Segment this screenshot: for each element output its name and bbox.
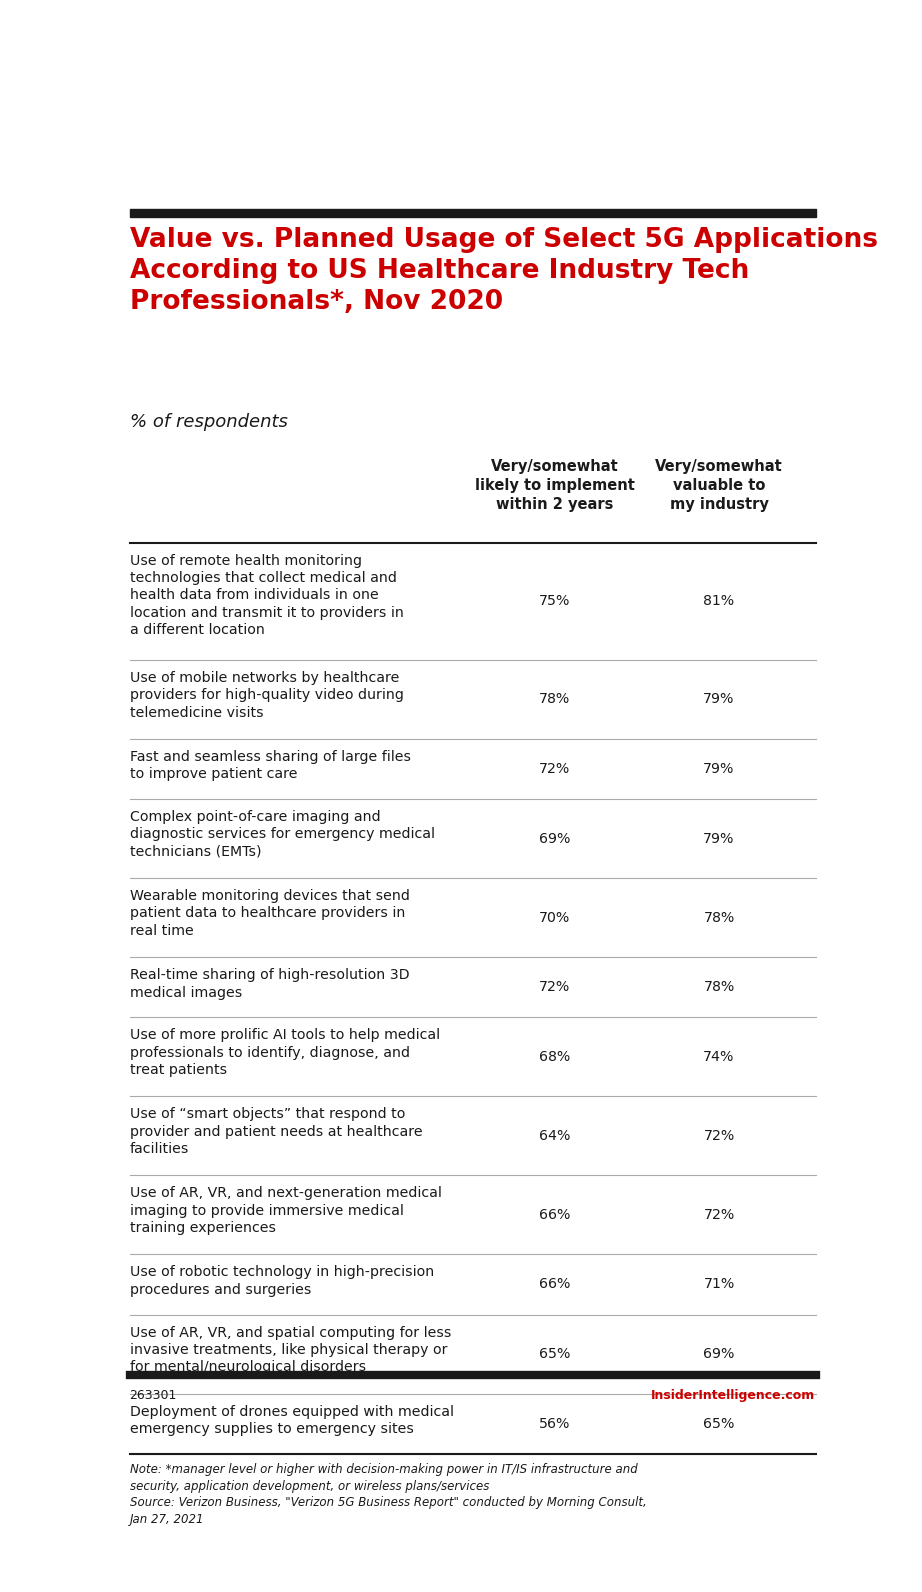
Text: 78%: 78% (703, 911, 735, 925)
Text: Use of AR, VR, and spatial computing for less
invasive treatments, like physical: Use of AR, VR, and spatial computing for… (129, 1326, 451, 1374)
Text: Note: *manager level or higher with decision-making power in IT/IS infrastructur: Note: *manager level or higher with deci… (129, 1463, 646, 1527)
Text: Use of remote health monitoring
technologies that collect medical and
health dat: Use of remote health monitoring technolo… (129, 554, 404, 637)
Text: 69%: 69% (703, 1347, 735, 1361)
Text: 263301: 263301 (129, 1388, 177, 1401)
Text: 72%: 72% (539, 763, 571, 775)
Text: 65%: 65% (539, 1347, 571, 1361)
Text: Value vs. Planned Usage of Select 5G Applications
According to US Healthcare Ind: Value vs. Planned Usage of Select 5G App… (129, 226, 878, 315)
Text: 72%: 72% (539, 981, 571, 995)
Text: 65%: 65% (703, 1417, 735, 1431)
Text: 72%: 72% (703, 1208, 735, 1223)
Text: 75%: 75% (539, 594, 571, 608)
Text: 69%: 69% (539, 831, 571, 845)
Text: Very/somewhat
valuable to
my industry: Very/somewhat valuable to my industry (656, 460, 783, 511)
Text: 70%: 70% (539, 911, 571, 925)
Text: Real-time sharing of high-resolution 3D
medical images: Real-time sharing of high-resolution 3D … (129, 968, 409, 1000)
Text: Use of more prolific AI tools to help medical
professionals to identify, diagnos: Use of more prolific AI tools to help me… (129, 1028, 440, 1076)
Text: 66%: 66% (539, 1208, 571, 1223)
Text: 81%: 81% (703, 594, 735, 608)
Text: 79%: 79% (703, 831, 735, 845)
Text: Use of mobile networks by healthcare
providers for high-quality video during
tel: Use of mobile networks by healthcare pro… (129, 670, 404, 720)
Text: InsiderIntelligence.com: InsiderIntelligence.com (651, 1388, 815, 1401)
Text: Use of AR, VR, and next-generation medical
imaging to provide immersive medical
: Use of AR, VR, and next-generation medic… (129, 1186, 442, 1235)
Text: 68%: 68% (539, 1049, 571, 1063)
Text: Use of “smart objects” that respond to
provider and patient needs at healthcare
: Use of “smart objects” that respond to p… (129, 1108, 422, 1156)
Text: Deployment of drones equipped with medical
emergency supplies to emergency sites: Deployment of drones equipped with medic… (129, 1404, 454, 1436)
Text: 79%: 79% (703, 693, 735, 707)
Text: Very/somewhat
likely to implement
within 2 years: Very/somewhat likely to implement within… (475, 460, 634, 511)
Text: 72%: 72% (703, 1129, 735, 1143)
Text: 74%: 74% (703, 1049, 735, 1063)
Text: 79%: 79% (703, 763, 735, 775)
Bar (129, 210, 815, 217)
Text: 71%: 71% (703, 1277, 735, 1291)
Text: Wearable monitoring devices that send
patient data to healthcare providers in
re: Wearable monitoring devices that send pa… (129, 890, 409, 938)
Text: Fast and seamless sharing of large files
to improve patient care: Fast and seamless sharing of large files… (129, 750, 410, 782)
Text: 64%: 64% (539, 1129, 571, 1143)
Text: 66%: 66% (539, 1277, 571, 1291)
Text: 78%: 78% (703, 981, 735, 995)
Text: 78%: 78% (539, 693, 571, 707)
Text: Complex point-of-care imaging and
diagnostic services for emergency medical
tech: Complex point-of-care imaging and diagno… (129, 810, 434, 858)
Text: Use of robotic technology in high-precision
procedures and surgeries: Use of robotic technology in high-precis… (129, 1266, 433, 1297)
Text: % of respondents: % of respondents (129, 412, 288, 431)
Text: 56%: 56% (539, 1417, 571, 1431)
